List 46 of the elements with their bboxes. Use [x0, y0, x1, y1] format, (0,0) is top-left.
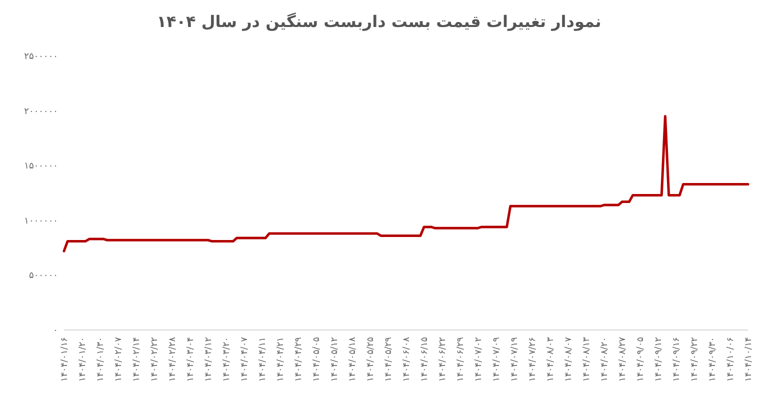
x-tick-label: ۱۴۰۴/۰۴/۰۷ — [240, 336, 250, 382]
x-tick-label: ۱۴۰۴/۰۹/۲۲ — [690, 336, 700, 382]
x-tick-label: ۱۴۰۴/۰۸/۲۷ — [618, 336, 628, 382]
x-tick-label: ۱۴۰۴/۰۶/۱۵ — [420, 336, 430, 382]
x-tick-label: ۱۴۰۴/۰۹/۳۰ — [708, 337, 718, 382]
x-tick-label: ۱۴۰۴/۱۰/۱۴ — [744, 336, 754, 382]
y-tick-label: ۲۰۰۰۰۰۰ — [24, 106, 58, 117]
x-tick-label: ۱۴۰۴/۰۲/۱۴ — [132, 336, 142, 382]
y-tick-label: ۱۰۰۰۰۰۰ — [24, 216, 58, 226]
x-tick-label: ۱۴۰۴/۰۷/۲۶ — [528, 336, 538, 382]
x-tick-label: ۱۴۰۴/۰۴/۲۱ — [276, 337, 286, 382]
x-tick-label: ۱۴۰۴/۰۸/۱۳ — [582, 336, 592, 382]
x-tick-label: ۱۴۰۴/۰۸/۲۰ — [600, 337, 610, 382]
x-tick-label: ۱۴۰۴/۰۵/۲۵ — [366, 336, 376, 382]
x-tick-label: ۱۴۰۴/۰۹/۱۶ — [672, 336, 682, 382]
x-tick-label: ۱۴۰۴/۰۵/۱۲ — [330, 336, 340, 382]
y-tick-label: ۲۵۰۰۰۰۰ — [24, 52, 58, 62]
x-tick-label: ۱۴۰۴/۰۲/۲۲ — [150, 336, 160, 382]
x-tick-label: ۱۴۰۴/۰۷/۱۹ — [510, 336, 520, 382]
x-tick-label: ۱۴۰۴/۰۶/۲۹ — [456, 336, 466, 382]
x-tick-label: ۱۴۰۴/۰۳/۱۲ — [204, 336, 214, 382]
x-tick-label: ۱۴۰۴/۰۹/۱۲ — [654, 336, 664, 382]
x-tick-label: ۱۴۰۴/۰۷/۰۲ — [474, 336, 484, 382]
x-tick-label: ۱۴۰۴/۰۴/۱۱ — [258, 337, 268, 382]
x-tick-label: ۱۴۰۴/۱۰/۰۶ — [726, 336, 736, 382]
x-tick-label: ۱۴۰۴/۰۱/۲۰ — [78, 337, 88, 382]
x-tick-label: ۱۴۰۴/۰۱/۳۰ — [96, 337, 106, 382]
x-tick-label: ۱۴۰۴/۰۶/۲۲ — [438, 336, 448, 382]
x-tick-label: ۱۴۰۴/۰۲/۰۷ — [114, 336, 124, 382]
x-tick-label: ۱۴۰۴/۰۱/۱۶ — [60, 336, 70, 382]
y-tick-label: ۱۵۰۰۰۰۰ — [24, 162, 58, 172]
x-tick-label: ۱۴۰۴/۰۲/۲۸ — [168, 336, 178, 382]
x-tick-label: ۱۴۰۴/۰۸/۰۳ — [546, 336, 556, 382]
x-tick-label: ۱۴۰۴/۰۶/۰۸ — [402, 336, 412, 382]
x-tick-label: ۱۴۰۴/۰۵/۰۵ — [312, 336, 322, 382]
x-tick-label: ۱۴۰۴/۰۵/۱۸ — [348, 336, 358, 382]
x-tick-label: ۱۴۰۴/۰۳/۰۴ — [186, 336, 196, 382]
x-tick-label: ۱۴۰۴/۰۷/۰۹ — [492, 336, 502, 382]
y-tick-label: ۰ — [53, 326, 58, 336]
x-tick-label: ۱۴۰۴/۰۸/۰۷ — [564, 336, 574, 382]
x-tick-label: ۱۴۰۴/۰۳/۲۰ — [222, 337, 232, 382]
y-tick-label: ۵۰۰۰۰۰ — [28, 271, 58, 282]
title: نمودار تغییرات قیمت بست داربست سنگین در سال ۱۴۰۴ — [156, 12, 602, 31]
x-tick-label: ۱۴۰۴/۰۹/۰۵ — [636, 336, 646, 382]
x-tick-label: ۱۴۰۴/۰۴/۲۹ — [294, 336, 304, 382]
x-tick-label: ۱۴۰۴/۰۵/۲۹ — [384, 336, 394, 382]
